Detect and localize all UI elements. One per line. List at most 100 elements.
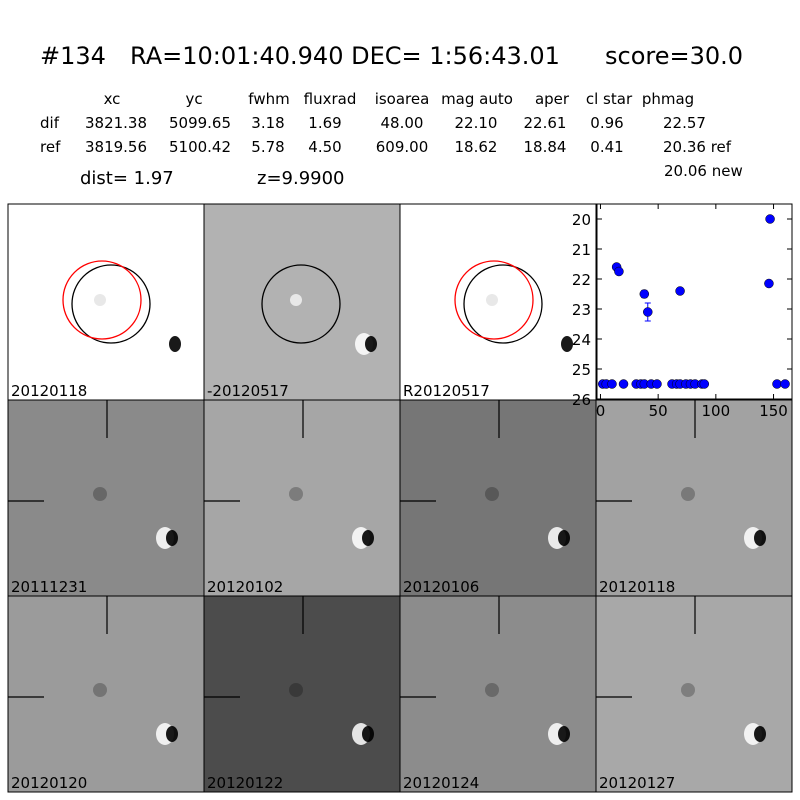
y-tick-label: 23 [572,301,591,319]
table-cell: 3819.56 [85,138,147,156]
source-spot [485,683,499,697]
table-cell: 20.36 ref [663,138,732,156]
column-header: cl star [586,90,633,108]
source-spot [289,487,303,501]
panel-image [8,204,204,400]
table-cell: 4.50 [308,138,341,156]
residual-dark [166,530,178,546]
data-point [772,379,782,389]
data-point [765,214,775,224]
column-header: yc [185,90,202,108]
residual-dark [754,726,766,742]
image-panel: 20111231 [7,399,205,597]
residual-dark [558,530,570,546]
data-point [607,379,617,389]
source-spot [486,294,498,306]
residual-dark [558,726,570,742]
table-cell: 0.41 [590,138,623,156]
source-spot [94,294,106,306]
panel-image [400,204,596,400]
data-point [652,379,662,389]
panel-image [596,400,792,596]
table-cell: 5099.65 [169,114,231,132]
y-tick-label: 22 [572,271,591,289]
panel-image [204,596,400,792]
panel-image [8,596,204,792]
panel-frame [595,595,793,793]
table-cell: 22.61 [524,114,567,132]
data-point [614,266,624,277]
data-point [639,289,650,299]
column-header: isoarea [375,90,430,108]
image-panel: -20120517 [203,203,401,401]
table-cell: 3821.38 [85,114,147,132]
column-header: aper [535,90,570,108]
data-point [699,379,710,389]
residual-dark [362,726,374,742]
image-panel: 20120122 [203,595,401,793]
residual-dark [169,336,181,352]
panel-image [204,204,400,400]
panel-label: -20120517 [207,382,289,400]
residual-dark [362,530,374,546]
data-point [675,286,685,296]
panel-label: 20120122 [207,774,283,792]
panel-label: 20120118 [11,382,87,400]
image-panel: R20120517 [399,203,597,401]
phmag-new: 20.06 new [664,162,743,180]
x-tick-label: 150 [759,402,788,420]
data-point [780,379,790,389]
x-tick-label: 50 [649,402,668,420]
column-header: fwhm [248,90,289,108]
image-panel: 20120120 [7,595,205,793]
image-panel: 20120106 [399,399,597,597]
data-point [764,278,774,289]
y-tick-label: 21 [572,241,591,259]
table-cell: 18.84 [524,138,567,156]
panel-label: 20120118 [599,578,675,596]
source-spot [485,487,499,501]
panel-label: 20120106 [403,578,479,596]
panel-label: 20120124 [403,774,479,792]
score: score=30.0 [605,42,743,70]
panel-image [204,400,400,596]
panel-image [400,596,596,792]
table-cell: 0.96 [590,114,623,132]
row-label: ref [40,138,61,156]
source-spot [93,683,107,697]
image-panel: 20120118 [7,203,205,401]
residual-dark [166,726,178,742]
candidate-id: #134 [40,42,106,70]
image-panel: 20120102 [203,399,401,597]
table-cell: 5.78 [251,138,284,156]
x-tick-label: 100 [702,402,731,420]
column-header: phmag [642,90,694,108]
panel-label: 20120127 [599,774,675,792]
residual-dark [561,336,573,352]
panel-label: 20120120 [11,774,87,792]
aperture-red [454,260,534,340]
panel-label: 20120102 [207,578,283,596]
residual-dark [754,530,766,546]
row-label: dif [40,114,60,132]
column-header: xc [104,90,121,108]
panel-image [8,400,204,596]
table-cell: 48.00 [381,114,424,132]
panel-label: 20111231 [11,578,87,596]
coordinates: RA=10:01:40.940 DEC= 1:56:43.01 [130,42,560,70]
aperture-black [261,264,341,344]
column-header: mag auto [441,90,513,108]
source-spot [93,487,107,501]
y-tick-label: 25 [572,361,591,379]
aperture-black [463,264,543,344]
source-spot [290,294,302,306]
image-panel: 20120124 [399,595,597,793]
source-spot [681,487,695,501]
aperture-black [71,264,151,344]
image-panel: 20120118 [595,399,793,597]
image-panel: 20120127 [595,595,793,793]
table-cell: 22.10 [455,114,498,132]
source-spot [289,683,303,697]
